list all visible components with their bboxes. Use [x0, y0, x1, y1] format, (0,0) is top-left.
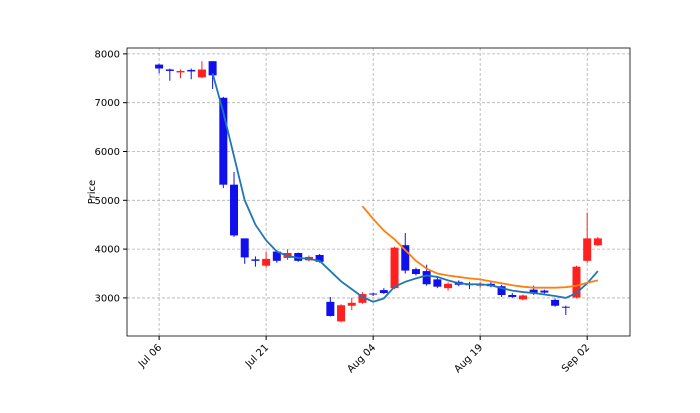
y-tick-label: 7000	[95, 98, 120, 109]
y-tick-label: 8000	[95, 49, 120, 60]
x-tick-label: Jul 06	[136, 342, 164, 370]
y-axis-label: Price	[87, 180, 98, 204]
candle-body	[315, 254, 324, 262]
candle-body	[497, 286, 506, 295]
candle-body	[411, 269, 420, 275]
candle-body	[347, 302, 356, 306]
candle-body	[518, 295, 527, 300]
candle-body	[433, 279, 442, 287]
candle-body	[508, 294, 517, 297]
candle-body	[583, 238, 592, 261]
candle-body	[262, 258, 271, 266]
x-tick-label: Aug 04	[345, 342, 378, 375]
candle-body	[379, 290, 388, 294]
candle-body	[219, 97, 228, 185]
x-tick-label: Sep 02	[560, 342, 592, 374]
candle-body	[165, 69, 174, 71]
x-tick-label: Jul 21	[243, 342, 271, 370]
plot-frame	[126, 47, 631, 337]
candle-body	[551, 299, 560, 306]
candle-body	[251, 259, 260, 261]
candle-body	[358, 294, 367, 303]
candle-body	[561, 306, 570, 308]
candle-body	[155, 64, 164, 69]
candle-body	[326, 301, 335, 316]
x-tick-label: Aug 19	[452, 342, 485, 375]
y-tick-label: 3000	[95, 293, 120, 304]
candle-body	[208, 61, 217, 76]
candle-body	[422, 271, 431, 285]
candle-body	[529, 289, 538, 294]
moving-average-line	[361, 205, 599, 289]
candle-body	[294, 253, 303, 261]
candle-body	[572, 266, 581, 298]
candle-body	[230, 184, 239, 236]
candle-body	[369, 293, 378, 295]
candle-body	[337, 305, 346, 322]
candle-body	[240, 238, 249, 258]
candle-body	[540, 290, 549, 293]
y-tick-label: 5000	[95, 196, 120, 207]
candle-body	[390, 247, 399, 289]
candle-body	[444, 283, 453, 289]
candle-body	[176, 70, 185, 73]
candle-body	[197, 69, 206, 78]
candle-body	[187, 69, 196, 72]
y-tick-label: 4000	[95, 245, 120, 256]
candle-body	[401, 245, 410, 271]
candle-body	[593, 238, 602, 246]
moving-average-line	[211, 73, 599, 303]
y-tick-label: 6000	[95, 147, 120, 158]
candle-body	[272, 251, 281, 261]
